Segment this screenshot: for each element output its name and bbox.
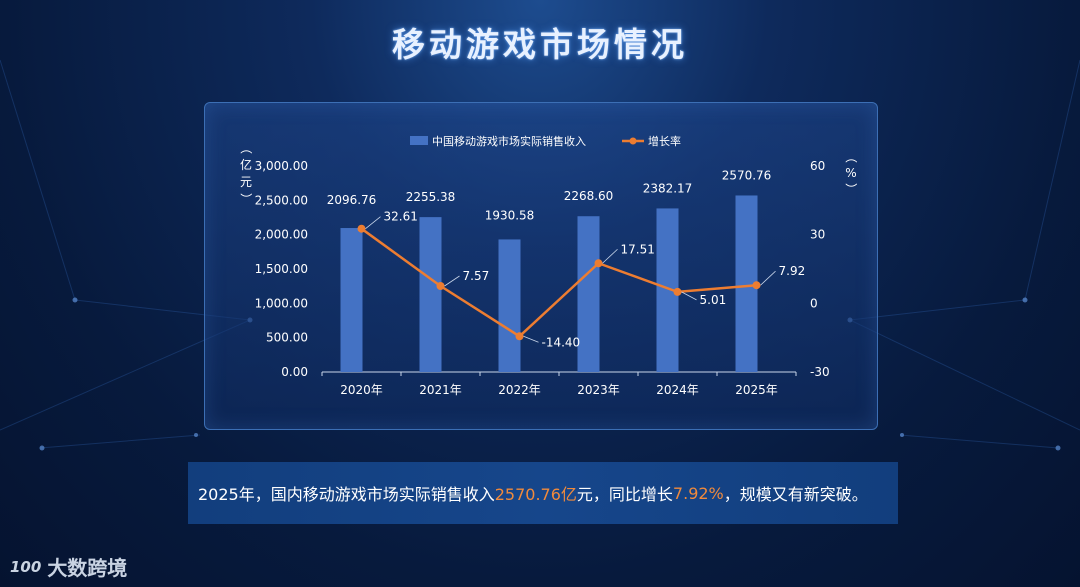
growth-point	[594, 259, 603, 268]
y-left-tick-label: 1,500.00	[255, 262, 308, 276]
x-tick-label: 2021年	[419, 383, 462, 397]
summary-text-2: 元，同比增长	[576, 485, 673, 504]
bar-value-label: 2570.76	[722, 168, 772, 182]
y-right-unit-char: %	[845, 166, 856, 180]
y-right-tick-label: 60	[810, 159, 825, 173]
logo-mark-icon: 100	[10, 557, 42, 576]
y-left-unit-char: 亿	[240, 157, 252, 172]
growth-value-label: -14.40	[542, 335, 581, 349]
y-right-tick-label: 30	[810, 228, 825, 242]
growth-label-leader	[523, 335, 539, 343]
x-tick-label: 2025年	[735, 383, 778, 397]
growth-point	[436, 282, 445, 291]
growth-value-label: 17.51	[621, 242, 655, 256]
bar	[577, 216, 600, 372]
y-left-tick-label: 500.00	[266, 331, 308, 345]
legend-label-revenue: 中国移动游戏市场实际销售收入	[432, 134, 586, 148]
chart-panel	[204, 102, 878, 430]
growth-value-label: 5.01	[700, 293, 727, 307]
bar	[419, 217, 442, 372]
growth-label-leader	[365, 216, 381, 230]
bar-value-label: 1930.58	[485, 208, 535, 222]
x-tick-label: 2023年	[577, 383, 620, 397]
growth-point	[673, 287, 682, 296]
y-left-unit-char: 元	[240, 175, 252, 189]
y-right-tick-label: -30	[810, 365, 830, 379]
growth-line	[360, 227, 757, 338]
legend-marker-growth	[629, 137, 637, 145]
summary-text-3: ，规模又有新突破。	[723, 485, 868, 504]
growth-value-label: 7.57	[463, 269, 490, 283]
summary-text-1: 2025年，国内移动游戏市场实际销售收入	[198, 485, 495, 504]
bar-value-label: 2268.60	[564, 189, 614, 203]
y-left-tick-label: 3,000.00	[255, 159, 308, 173]
y-left-tick-label: 0.00	[281, 365, 308, 379]
legend-label-growth: 增长率	[648, 134, 681, 148]
y-left-unit-char: （	[239, 142, 253, 154]
y-right-tick-label: 0	[810, 296, 818, 310]
growth-value-label: 7.92	[779, 264, 806, 278]
growth-point	[752, 281, 761, 290]
y-left-tick-label: 2,000.00	[255, 228, 308, 242]
logo-text: 大数跨境	[47, 556, 128, 580]
summary-highlight-revenue: 2570.76亿	[494, 485, 577, 504]
x-tick-label: 2020年	[340, 383, 383, 397]
summary-highlight-growth: 7.92%	[672, 483, 724, 503]
growth-point	[357, 224, 366, 233]
y-left-tick-label: 1,000.00	[255, 296, 308, 310]
y-right-unit-char: ）	[844, 183, 858, 195]
bar-value-label: 2096.76	[327, 193, 377, 207]
legend-swatch-revenue	[410, 136, 428, 145]
bar-value-label: 2382.17	[643, 181, 693, 195]
page-title: 移动游戏市场情况	[392, 25, 688, 64]
bar	[656, 208, 679, 372]
x-tick-label: 2024年	[656, 383, 699, 397]
bar	[498, 239, 521, 372]
growth-label-leader	[760, 270, 776, 286]
growth-label-leader	[444, 275, 460, 287]
growth-point	[515, 332, 524, 341]
x-tick-label: 2022年	[498, 383, 541, 397]
growth-label-leader	[602, 248, 618, 264]
growth-label-leader	[681, 291, 697, 301]
summary-banner: 2025年，国内移动游戏市场实际销售收入 2570.76亿 元，同比增长 7.92%，…	[188, 462, 898, 524]
y-right-unit-char: （	[844, 151, 858, 163]
growth-value-label: 32.61	[384, 210, 418, 224]
y-left-unit-char: ）	[239, 193, 253, 205]
y-left-tick-label: 2,500.00	[255, 193, 308, 207]
bar-value-label: 2255.38	[406, 190, 456, 204]
bar	[340, 228, 363, 372]
bar	[735, 195, 758, 372]
brand-logo: 100 大数跨境	[10, 552, 127, 581]
